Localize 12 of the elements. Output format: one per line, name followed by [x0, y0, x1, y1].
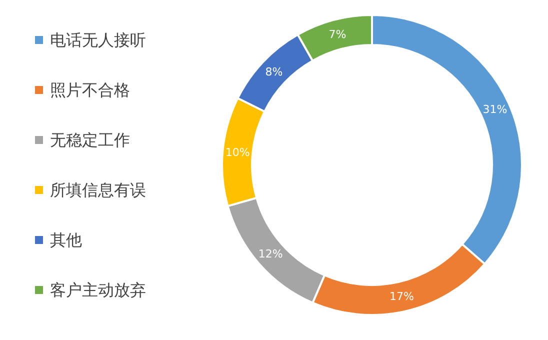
- data-label: 12%: [258, 248, 283, 261]
- data-label: 17%: [389, 290, 414, 304]
- legend-label: 电话无人接听: [50, 30, 146, 50]
- data-label: 7%: [328, 28, 346, 41]
- data-label: 10%: [225, 146, 250, 160]
- legend-label: 客户主动放弃: [50, 280, 146, 300]
- legend-label: 所填信息有误: [50, 180, 146, 200]
- data-label: 8%: [265, 66, 283, 79]
- legend-label: 无稳定工作: [50, 130, 130, 150]
- legend-label: 其他: [50, 230, 82, 250]
- data-label: 31%: [482, 102, 508, 116]
- legend-label: 照片不合格: [50, 80, 130, 100]
